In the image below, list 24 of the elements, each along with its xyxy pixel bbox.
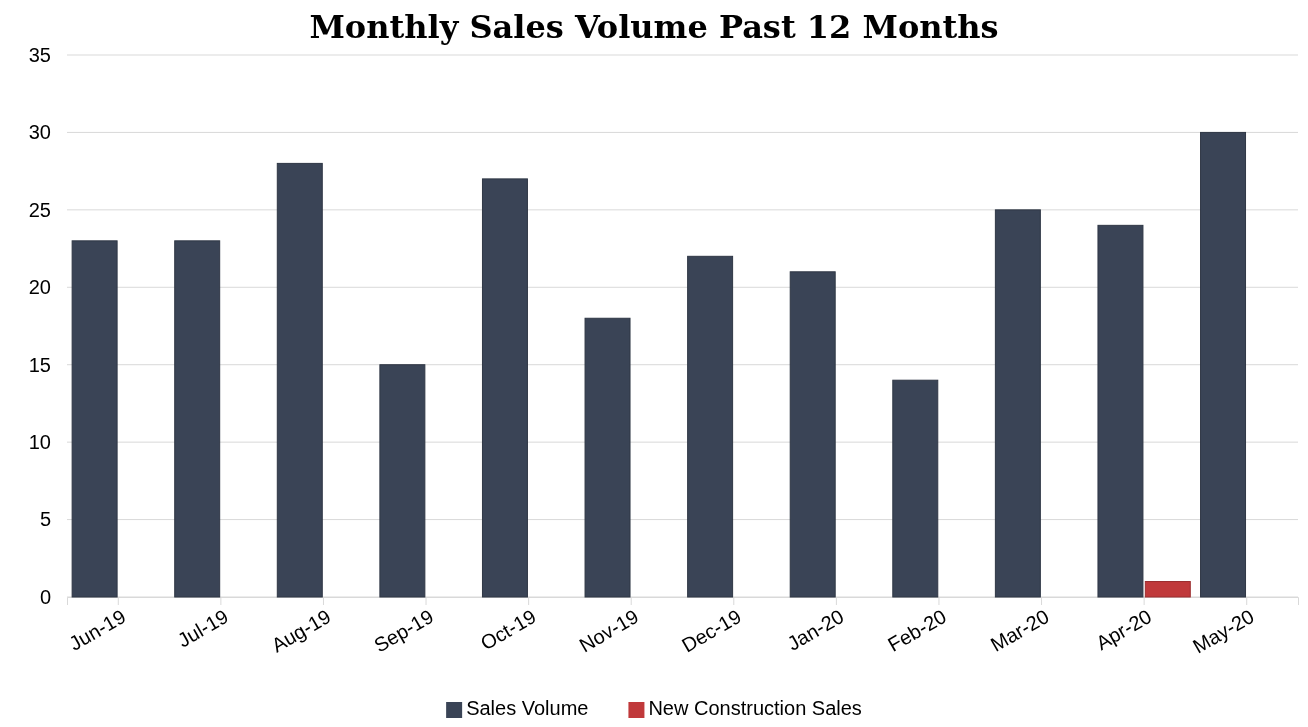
bar (994, 209, 1041, 598)
bar (71, 240, 118, 598)
bar (379, 364, 426, 598)
bar (892, 379, 939, 598)
y-tick-label: 0 (39, 585, 51, 608)
bar (276, 162, 323, 598)
y-tick-label: 25 (28, 198, 51, 221)
y-tick-label: 15 (28, 353, 51, 376)
y-tick-label: 20 (28, 276, 51, 299)
legend-label: New Construction Sales (648, 697, 862, 719)
chart-title: Monthly Sales Volume Past 12 Months (309, 8, 999, 46)
bar (1200, 131, 1247, 598)
bar (1144, 581, 1191, 598)
y-tick-label: 10 (28, 431, 51, 454)
bar (174, 240, 221, 598)
y-tick-label: 30 (28, 121, 51, 144)
bar (687, 255, 734, 598)
bar (584, 317, 631, 598)
bar (481, 178, 528, 598)
bar (789, 271, 836, 598)
bar (1097, 224, 1144, 598)
y-tick-label: 35 (28, 43, 51, 66)
y-tick-label: 5 (39, 508, 51, 531)
legend-label: Sales Volume (466, 697, 589, 719)
